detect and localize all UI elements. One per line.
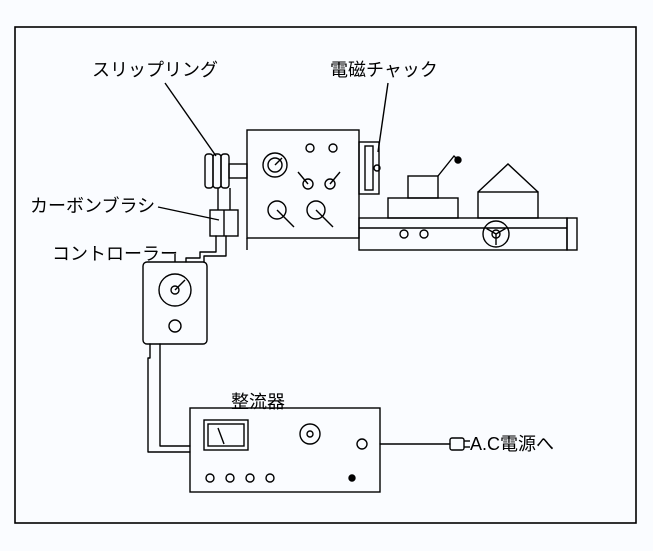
diagram-canvas: スリップリング 電磁チャック カーボンブラシ コントローラー 整流器 A.C電源… bbox=[0, 0, 653, 551]
label-ac: A.C電源へ bbox=[470, 430, 554, 456]
label-carbon: カーボンブラシ bbox=[30, 192, 155, 218]
label-slip-ring: スリップリング bbox=[92, 56, 218, 82]
label-rectifier: 整流器 bbox=[231, 388, 285, 414]
label-chuck: 電磁チャック bbox=[330, 56, 438, 82]
diagram-svg bbox=[0, 0, 653, 551]
label-controller: コントローラー bbox=[52, 240, 178, 266]
